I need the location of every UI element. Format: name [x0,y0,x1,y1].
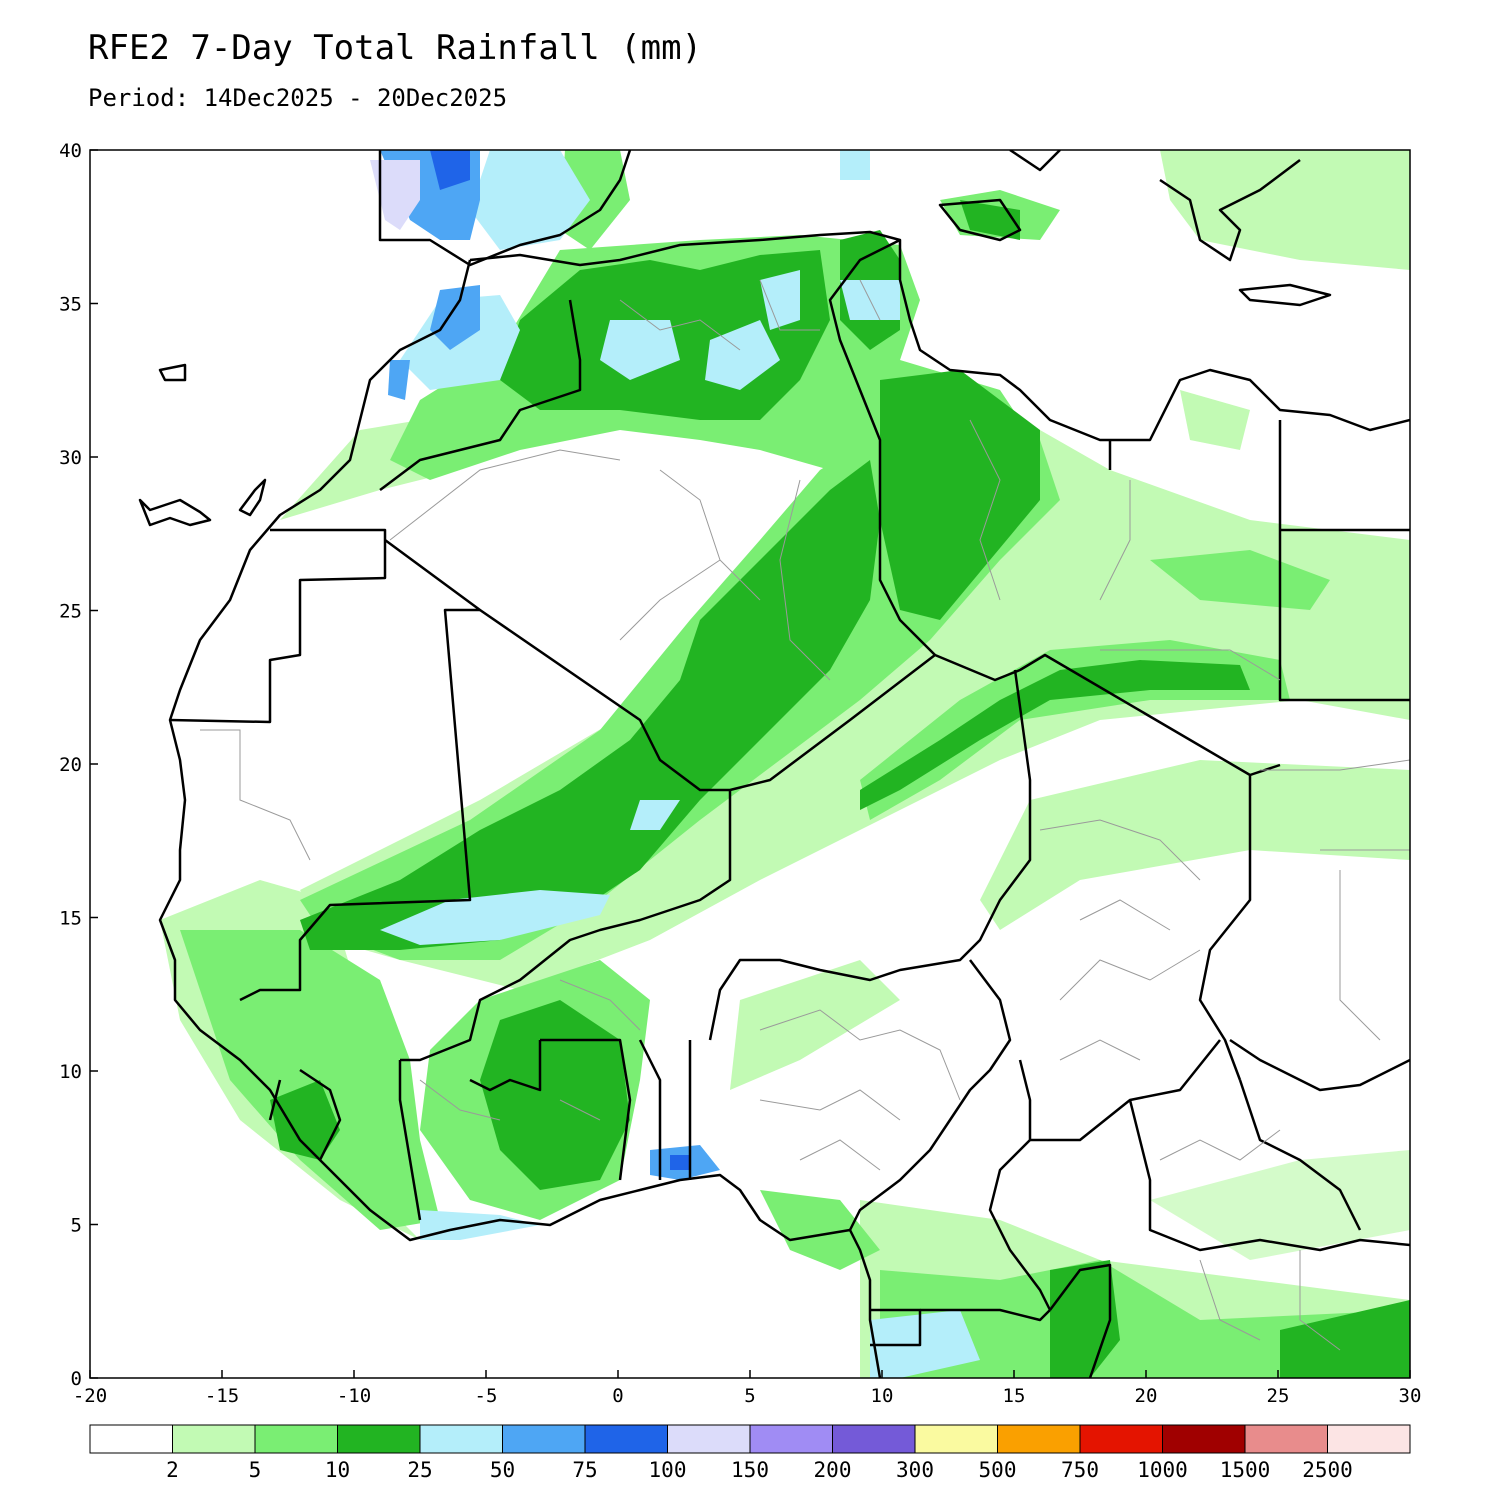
y-tick-label: 0 [71,1368,82,1390]
legend-swatch [254,1424,338,1454]
x-tick-label: 30 [1399,1385,1422,1407]
x-tick-label: 0 [612,1385,623,1407]
legend-label: 75 [572,1458,597,1482]
x-tick-label: -5 [475,1385,498,1407]
legend-swatch [1327,1424,1411,1454]
legend-swatch [1079,1424,1163,1454]
legend-label: 2500 [1302,1458,1353,1482]
y-tick-label: 20 [59,754,82,776]
legend-label: 25 [407,1458,432,1482]
legend-label: 50 [490,1458,515,1482]
legend-swatch [419,1424,503,1454]
legend-label: 2 [166,1458,179,1482]
legend-label: 1000 [1137,1458,1188,1482]
legend-swatch [997,1424,1081,1454]
x-tick-label: 20 [1135,1385,1158,1407]
legend-swatch [502,1424,586,1454]
legend-swatch [1162,1424,1246,1454]
legend-swatch [1244,1424,1328,1454]
legend-label: 500 [979,1458,1017,1482]
x-axis: -20 -15 -10 -5 0 5 10 15 20 25 30 [73,1370,1422,1407]
y-tick-label: 30 [59,447,82,469]
x-tick-label: 10 [871,1385,894,1407]
color-legend: 2 5 10 25 50 75 100 150 200 300 500 750 1000 1500 2500 [89,1424,1411,1482]
legend-label: 10 [325,1458,350,1482]
legend-swatch [337,1424,421,1454]
legend-swatch [89,1424,173,1454]
legend-swatch [749,1424,833,1454]
legend-swatch [172,1424,256,1454]
y-tick-label: 25 [59,601,82,623]
map-title: RFE2 7-Day Total Rainfall (mm) [88,28,703,68]
x-tick-label: -10 [337,1385,371,1407]
legend-label: 100 [649,1458,687,1482]
legend-swatch [584,1424,668,1454]
x-tick-label: 25 [1267,1385,1290,1407]
y-tick-label: 10 [59,1061,82,1083]
legend-swatch [914,1424,998,1454]
x-tick-label: -20 [73,1385,107,1407]
legend-label: 750 [1061,1458,1099,1482]
legend-label: 150 [731,1458,769,1482]
legend-label: 200 [814,1458,852,1482]
country-borders [138,150,1410,1378]
y-tick-label: 35 [59,294,82,316]
legend-label: 300 [896,1458,934,1482]
admin-boundaries [200,279,1410,1351]
legend-swatch [667,1424,751,1454]
y-tick-label: 15 [59,908,82,930]
legend-label: 1500 [1220,1458,1271,1482]
x-tick-label: 15 [1003,1385,1026,1407]
y-axis: 0 5 10 15 20 25 30 35 40 [59,140,98,1390]
rainfall-field [160,150,1410,1378]
legend-label: 5 [249,1458,262,1482]
legend-swatch [832,1424,916,1454]
x-tick-label: 5 [744,1385,755,1407]
y-tick-label: 40 [59,140,82,162]
y-tick-label: 5 [71,1215,82,1237]
map-subtitle: Period: 14Dec2025 - 20Dec2025 [88,84,508,112]
x-tick-label: -15 [205,1385,239,1407]
